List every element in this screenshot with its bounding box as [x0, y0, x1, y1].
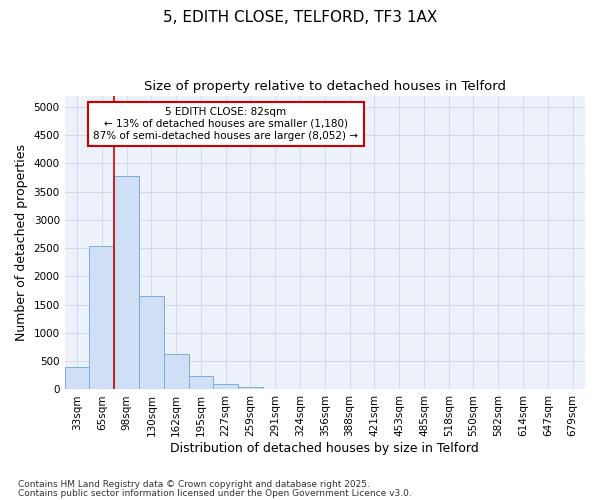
X-axis label: Distribution of detached houses by size in Telford: Distribution of detached houses by size …	[170, 442, 479, 455]
Bar	[164, 354, 188, 390]
Y-axis label: Number of detached properties: Number of detached properties	[15, 144, 28, 341]
Text: Contains public sector information licensed under the Open Government Licence v3: Contains public sector information licen…	[18, 488, 412, 498]
Bar	[188, 376, 214, 390]
Text: 5 EDITH CLOSE: 82sqm
← 13% of detached houses are smaller (1,180)
87% of semi-de: 5 EDITH CLOSE: 82sqm ← 13% of detached h…	[94, 108, 358, 140]
Bar	[89, 246, 114, 390]
Bar	[114, 176, 139, 390]
Bar	[65, 368, 89, 390]
Bar	[238, 386, 263, 390]
Text: 5, EDITH CLOSE, TELFORD, TF3 1AX: 5, EDITH CLOSE, TELFORD, TF3 1AX	[163, 10, 437, 25]
Text: Contains HM Land Registry data © Crown copyright and database right 2025.: Contains HM Land Registry data © Crown c…	[18, 480, 370, 489]
Title: Size of property relative to detached houses in Telford: Size of property relative to detached ho…	[144, 80, 506, 93]
Bar	[214, 384, 238, 390]
Bar	[139, 296, 164, 390]
